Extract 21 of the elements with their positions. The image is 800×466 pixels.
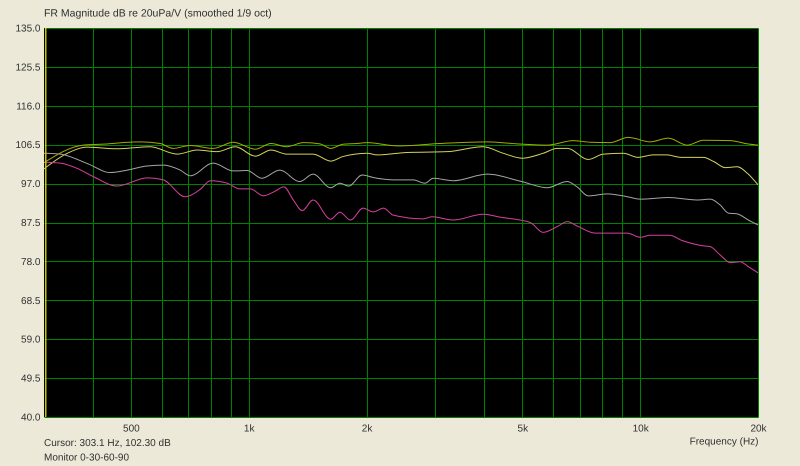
y-tick-label: 125.5 bbox=[15, 62, 41, 74]
chart-title: FR Magnitude dB re 20uPa/V (smoothed 1/9 oct) bbox=[44, 8, 272, 20]
y-tick-label: 97.0 bbox=[21, 179, 41, 190]
x-axis-title: Frequency (Hz) bbox=[690, 436, 758, 448]
text: Cursor: 303.1 Hz, 102.30 dB bbox=[44, 438, 172, 449]
y-tick-label: 106.5 bbox=[15, 140, 41, 152]
y-tick-label: 87.5 bbox=[21, 218, 41, 229]
x-tick-label: 20k bbox=[750, 424, 768, 434]
y-tick-label: 59.0 bbox=[21, 334, 41, 346]
x-tick-label: 500 bbox=[123, 424, 140, 434]
y-tick-label: 49.5 bbox=[21, 374, 41, 385]
y-tick-label: 78.0 bbox=[21, 256, 41, 268]
y-tick-label: 40.0 bbox=[21, 412, 41, 424]
x-tick-label: 1k bbox=[244, 424, 256, 434]
y-tick-label: 135.0 bbox=[15, 24, 41, 34]
x-tick-label: 2k bbox=[362, 424, 374, 434]
x-tick-label: 10k bbox=[632, 424, 650, 434]
x-tick-label: 5k bbox=[518, 424, 530, 434]
y-tick-label: 68.5 bbox=[21, 296, 41, 307]
text: Monitor 0-30-60-90 bbox=[44, 452, 130, 464]
y-tick-label: 116.0 bbox=[16, 101, 41, 112]
